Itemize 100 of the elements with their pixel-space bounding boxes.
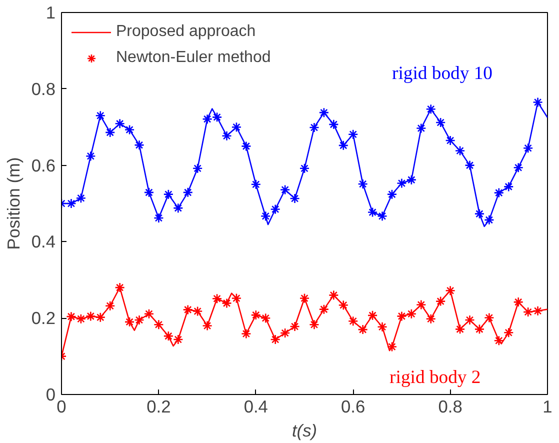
point	[202, 320, 212, 331]
point	[182, 304, 194, 315]
point	[416, 123, 426, 134]
point	[426, 314, 436, 324]
point	[280, 328, 290, 338]
point	[270, 204, 280, 214]
point	[144, 187, 154, 198]
point	[386, 189, 398, 200]
point	[513, 296, 524, 308]
point	[309, 319, 320, 330]
legend-label: Proposed approach	[116, 23, 256, 41]
point	[435, 296, 446, 306]
point	[124, 124, 135, 135]
point	[416, 300, 426, 310]
point	[367, 310, 378, 321]
point	[484, 312, 494, 323]
point	[114, 118, 125, 129]
point	[95, 110, 106, 121]
point	[503, 182, 514, 192]
point	[104, 300, 116, 312]
point	[66, 198, 76, 209]
point	[522, 142, 534, 154]
y-tick-label: 0.8	[31, 78, 56, 99]
point	[163, 189, 174, 200]
x-axis-title: t(s)	[292, 420, 318, 440]
point	[222, 130, 232, 142]
point	[367, 207, 378, 218]
point	[66, 311, 76, 322]
point	[241, 141, 252, 152]
y-axis-title: Position (m)	[3, 157, 24, 250]
point	[338, 300, 349, 310]
point	[114, 282, 125, 293]
point	[386, 342, 398, 352]
point	[212, 293, 222, 304]
point	[494, 335, 504, 346]
annotation: rigid body 10	[392, 63, 493, 84]
point	[299, 163, 310, 174]
point	[358, 178, 368, 190]
point	[406, 174, 417, 185]
point	[95, 312, 106, 322]
point	[260, 312, 271, 324]
x-tick-label: 0.6	[341, 396, 366, 416]
x-tick-label: 1	[542, 396, 552, 416]
point	[532, 306, 543, 316]
point	[260, 210, 271, 222]
point	[134, 140, 144, 150]
point	[231, 293, 242, 304]
point	[290, 321, 300, 332]
y-tick-label: 1	[46, 2, 56, 22]
point	[532, 97, 543, 108]
point	[222, 298, 232, 308]
point	[338, 140, 349, 151]
point	[182, 187, 194, 198]
point	[445, 135, 456, 146]
point	[280, 184, 290, 195]
point	[231, 122, 242, 132]
point	[396, 311, 407, 322]
x-tick-label: 0.8	[438, 396, 462, 416]
point	[86, 150, 96, 162]
x-tick-label: 0.2	[146, 396, 171, 416]
point	[270, 334, 280, 345]
point	[299, 293, 310, 304]
annotation: rigid body 2	[390, 366, 481, 388]
point	[250, 179, 262, 190]
legend-label: Newton-Euler method	[116, 49, 271, 67]
point	[290, 193, 300, 204]
point	[104, 127, 116, 138]
point	[406, 308, 417, 320]
point	[484, 214, 494, 226]
point	[513, 162, 524, 173]
point	[76, 314, 86, 324]
point	[377, 322, 388, 332]
x-tick-label: 0.4	[244, 396, 268, 416]
point	[144, 308, 154, 320]
point	[454, 324, 466, 334]
point	[435, 117, 446, 128]
point	[172, 202, 184, 214]
point	[154, 319, 164, 330]
point	[202, 114, 212, 124]
point	[212, 112, 222, 122]
point	[163, 330, 174, 342]
point	[358, 324, 368, 335]
point	[426, 104, 436, 114]
point	[154, 212, 164, 224]
point	[241, 328, 252, 339]
point	[522, 306, 534, 318]
point	[86, 311, 96, 322]
point	[192, 306, 203, 316]
point	[192, 163, 203, 174]
point	[348, 316, 358, 326]
point	[494, 188, 504, 198]
point	[76, 193, 86, 204]
y-tick-label: 0.4	[31, 232, 56, 252]
y-tick-label: 0.2	[31, 308, 56, 328]
point	[464, 160, 475, 170]
point	[464, 314, 475, 326]
y-tick-label: 0.6	[31, 155, 56, 176]
point	[328, 119, 339, 130]
point	[474, 324, 485, 334]
point	[445, 285, 456, 296]
